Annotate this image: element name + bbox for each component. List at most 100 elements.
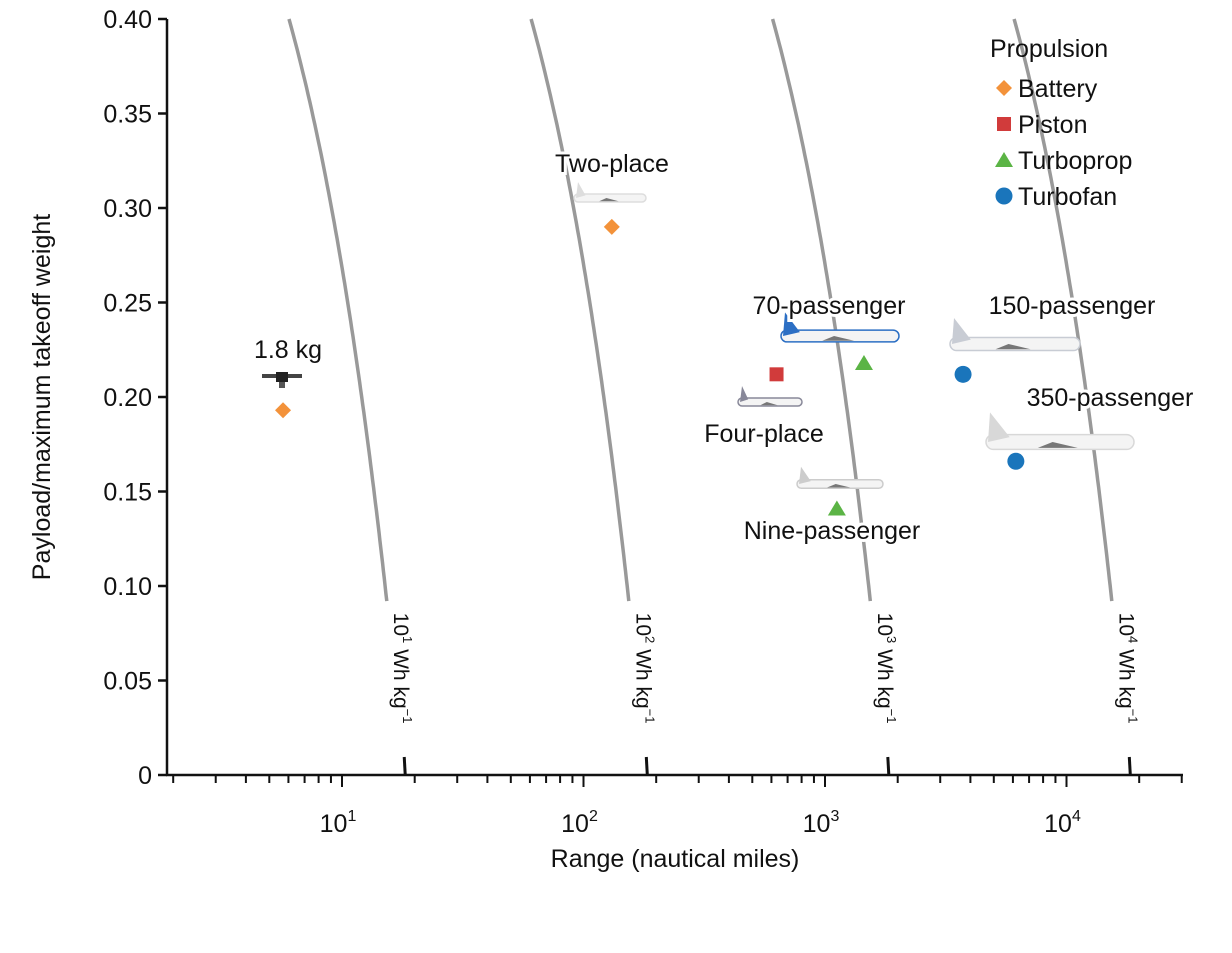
fuselage — [780, 329, 900, 343]
point-label-1: Two-place — [555, 150, 669, 178]
wing — [599, 198, 619, 202]
y-tick-label: 0.15 — [103, 479, 152, 507]
energy-curve-label-0: 101 Wh kg−1 — [389, 613, 415, 724]
fuselage — [985, 433, 1135, 451]
energy-curve-tick-0 — [402, 756, 407, 776]
energy-curve-label-part: 10 — [389, 613, 412, 636]
drone-camera — [279, 382, 285, 388]
energy-curve-label-part: −1 — [642, 709, 657, 724]
point-label-2: Four-place — [704, 420, 824, 448]
aircraft-image-2 — [737, 386, 803, 407]
energy-curve-label-part: Wh kg — [873, 643, 896, 708]
x-tick-label: 104 — [1044, 808, 1081, 838]
data-point-turbofan — [1007, 452, 1025, 470]
x-tick-label: 103 — [803, 808, 840, 838]
fuselage — [949, 336, 1081, 352]
data-point-piston — [769, 367, 784, 382]
wing — [827, 484, 851, 488]
energy-curve-label-part: 10 — [1114, 613, 1137, 636]
y-tick-label: 0.25 — [103, 290, 152, 318]
x-tick-label-part: 10 — [320, 810, 348, 838]
energy-curve-label-part: Wh kg — [631, 643, 654, 708]
y-tick-label: 0.20 — [103, 384, 152, 412]
x-tick-label-part: 3 — [830, 808, 839, 825]
tail-fin — [740, 386, 749, 402]
aircraft-image-0 — [262, 372, 302, 388]
point-label-3: 70-passenger — [753, 292, 906, 320]
tail-fin — [576, 182, 586, 198]
tail-fin — [988, 412, 1010, 442]
aircraft-image-1 — [573, 182, 647, 203]
wing — [995, 344, 1031, 350]
energy-curve-label-part: −1 — [884, 709, 899, 724]
legend: Propulsion Battery Piston Turboprop Turbofan — [990, 35, 1132, 211]
legend-label-piston: Piston — [1018, 111, 1087, 139]
energy-curve-label-part: 4 — [1125, 636, 1140, 643]
energy-curve-tick-2 — [886, 756, 891, 776]
y-tick-label: 0.10 — [103, 573, 152, 601]
energy-curve-1 — [529, 18, 631, 602]
legend-marker-turbofan — [995, 187, 1013, 205]
tail-fin — [783, 312, 800, 336]
aircraft-image-6 — [985, 412, 1135, 451]
energy-curve-label-part: Wh kg — [1114, 643, 1137, 708]
fuselage — [796, 478, 884, 490]
energy-curve-label-3: 104 Wh kg−1 — [1114, 613, 1140, 724]
y-tick-label: 0.35 — [103, 101, 152, 129]
aircraft-images — [262, 182, 1135, 490]
point-labels: 1.8 kg Two-place Four-place 70-passenger Nin… — [251, 147, 1196, 548]
legend-marker-piston — [997, 117, 1011, 131]
energy-curve-label-2: 103 Wh kg−1 — [873, 613, 899, 724]
legend-title: Propulsion — [990, 35, 1108, 63]
aircraft-image-5 — [949, 318, 1081, 352]
x-tick-label-part: 10 — [803, 810, 831, 838]
wing — [822, 336, 855, 341]
energy-curve-3 — [1012, 18, 1114, 602]
energy-curve-label-part: −1 — [400, 709, 415, 724]
drone-body — [276, 372, 288, 382]
x-tick-label-part: 2 — [589, 808, 598, 825]
y-tick-label: 0.05 — [103, 668, 152, 696]
energy-curve-label-part: 10 — [631, 613, 654, 636]
energy-curve-label-part: 2 — [642, 636, 657, 643]
legend-label-turbofan: Turbofan — [1018, 183, 1117, 211]
energy-curve-2 — [770, 18, 873, 602]
energy-curve-label-part: Wh kg — [389, 643, 412, 708]
wing — [760, 402, 778, 406]
tail-fin — [799, 466, 811, 484]
energy-curve-label-part: 1 — [400, 636, 415, 643]
point-label-5: 150-passenger — [989, 292, 1156, 320]
energy-curve-label-1: 102 Wh kg−1 — [631, 613, 657, 724]
legend-label-battery: Battery — [1018, 75, 1098, 103]
x-tick-label: 102 — [561, 808, 598, 838]
x-tick-label-part: 10 — [561, 810, 589, 838]
data-point-turbofan — [954, 365, 972, 383]
legend-marker-battery — [996, 80, 1012, 96]
legend-label-turboprop: Turboprop — [1018, 147, 1132, 175]
energy-curve-0 — [287, 18, 389, 602]
point-label-4: Nine-passenger — [744, 517, 921, 545]
aircraft-image-3 — [780, 312, 900, 343]
x-tick-label-part: 10 — [1044, 810, 1072, 838]
energy-curve-tick-1 — [644, 756, 649, 776]
legend-marker-turboprop — [995, 152, 1013, 167]
aircraft-image-4 — [796, 466, 884, 490]
data-point-battery — [275, 402, 292, 419]
wing — [1037, 442, 1078, 448]
x-tick-label-part: 4 — [1072, 808, 1081, 825]
point-label-6: 350-passenger — [1027, 384, 1194, 412]
y-tick-label: 0.40 — [103, 6, 152, 34]
tail-fin — [952, 318, 971, 344]
data-points — [275, 218, 1025, 516]
data-point-battery — [603, 218, 620, 235]
energy-curve-label-part: 10 — [873, 613, 896, 636]
energy-curve-label-part: 3 — [884, 636, 899, 643]
x-tick-label-part: 1 — [347, 808, 356, 825]
y-axis-label: Payload/maximum takeoff weight — [28, 214, 56, 580]
fuselage — [573, 193, 647, 203]
fuselage — [737, 397, 803, 407]
y-tick-label: 0 — [138, 762, 152, 790]
